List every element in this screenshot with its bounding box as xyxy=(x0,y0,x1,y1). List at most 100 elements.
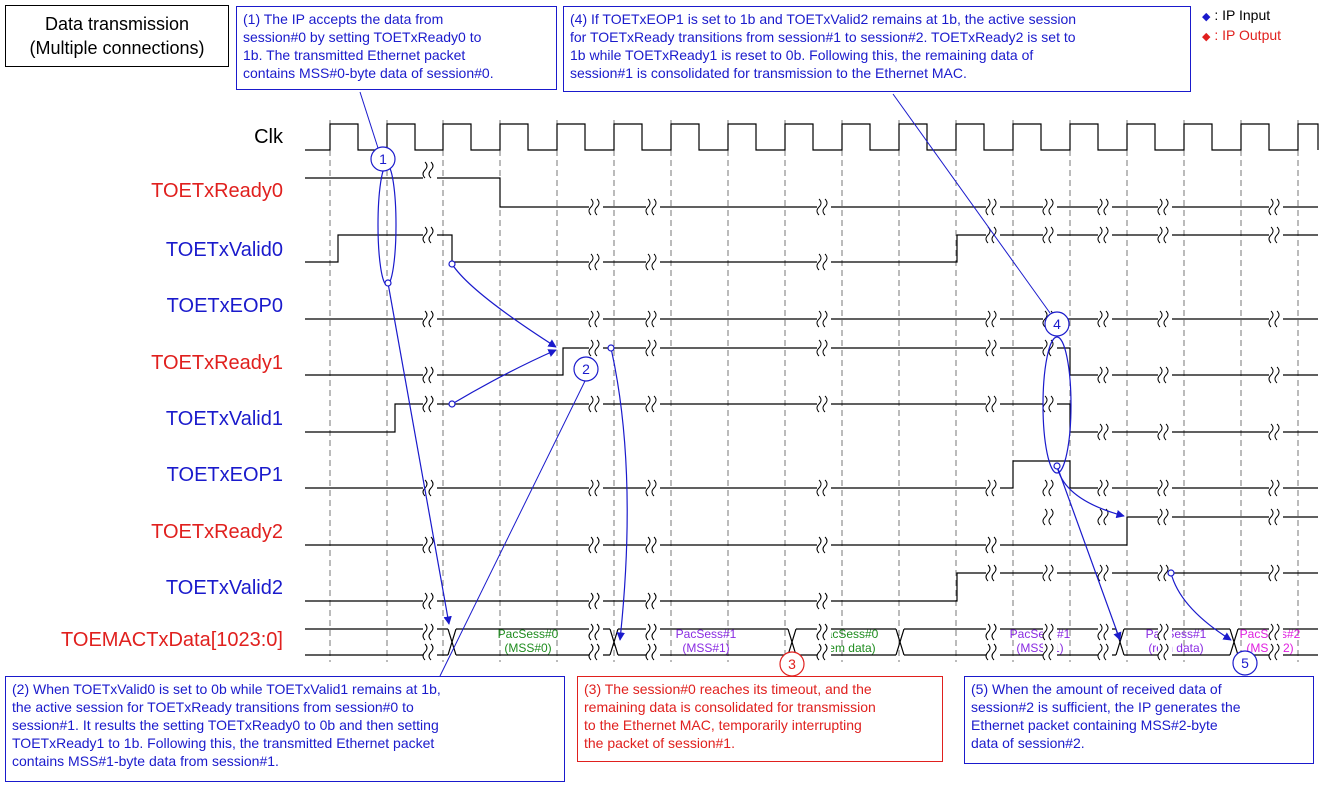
break-mark-a-5-9 xyxy=(1042,643,1048,661)
break-mark-a-1-5 xyxy=(588,479,594,497)
break-mark-a-6-2 xyxy=(1097,310,1103,328)
break-mark-a-2-3 xyxy=(645,339,651,357)
arrow-ready0-to-bus xyxy=(387,282,452,625)
break-mark-b-6-0 xyxy=(1103,198,1109,216)
break-mark-b-8-8 xyxy=(1274,623,1280,641)
pointer-note-2 xyxy=(439,380,586,677)
break-mark-b-8-0 xyxy=(1274,198,1280,216)
bus-segment-label-0-a: PacSess#0 xyxy=(498,627,559,641)
signal-label-toetxvalid1: TOETxValid1 xyxy=(165,408,283,430)
break-mark-a-1-2 xyxy=(588,310,594,328)
break-mark-b-6-3 xyxy=(1103,366,1109,384)
break-mark-b-7-2 xyxy=(1163,310,1169,328)
break-mark-b-2-2 xyxy=(651,310,657,328)
break-mark-a-4-9 xyxy=(985,643,991,661)
note-5-line-1: (5) When the amount of received data of xyxy=(971,681,1222,697)
break-mark-a-3-5 xyxy=(816,479,822,497)
break-mark-a-2-1 xyxy=(645,253,651,271)
bus-segment-label-1-a: PacSess#1 xyxy=(676,627,737,641)
break-mark-a-3-2 xyxy=(816,310,822,328)
break-mark-a-6-6 xyxy=(1097,508,1103,526)
break-mark-b-7-3 xyxy=(1163,366,1169,384)
break-mark-b-2-3 xyxy=(651,339,657,357)
break-mark-b-8-7 xyxy=(1274,564,1280,582)
toetxready0-waveform xyxy=(305,177,1318,208)
toetxvalid2-waveform xyxy=(305,572,1318,602)
break-mark-a-0-1 xyxy=(422,226,428,244)
break-mark-a-8-0 xyxy=(1268,198,1274,216)
marker-number-1: 1 xyxy=(379,151,387,167)
bus-cross-b-3 xyxy=(895,628,905,656)
arrow-origin-dot-2 xyxy=(448,400,456,408)
break-mark-a-7-6 xyxy=(1157,508,1163,526)
cycle-gridlines xyxy=(329,120,1299,662)
break-mark-b-7-0 xyxy=(1163,198,1169,216)
break-mark-b-4-5 xyxy=(991,479,997,497)
break-mark-a-0-8 xyxy=(422,623,428,641)
note-2-line-1: (2) When TOETxValid0 is set to 0b while … xyxy=(12,681,441,697)
arrow-valid2-to-bus xyxy=(1170,572,1232,641)
break-mark-a-8-8 xyxy=(1268,623,1274,641)
bus-segment-label-0-b: (MSS#0) xyxy=(504,641,551,655)
break-mark-b-6-5 xyxy=(1103,479,1109,497)
break-mark-b-5-9 xyxy=(1048,643,1054,661)
break-mark-b-7-6 xyxy=(1163,508,1169,526)
break-mark-b-7-7 xyxy=(1163,564,1169,582)
break-mark-a-7-0 xyxy=(1157,198,1163,216)
break-mark-a-4-7 xyxy=(985,564,991,582)
break-mark-a-7-4 xyxy=(1157,423,1163,441)
break-mark-b-5-4 xyxy=(1048,395,1054,413)
break-mark-b-1-5 xyxy=(594,479,600,497)
break-mark-a-4-8 xyxy=(985,623,991,641)
break-mark-a-8-7 xyxy=(1268,564,1274,582)
marker-circle-2 xyxy=(573,356,599,382)
signal-label-toemactxdata: TOEMACTxData[1023:0] xyxy=(61,629,283,651)
arrow-eop1-to-bus xyxy=(1056,465,1122,641)
break-mark-a-3-7 xyxy=(816,592,822,610)
break-mark-b-3-7 xyxy=(822,592,828,610)
highlight-ellipse-4 xyxy=(1042,336,1072,474)
break-mark-b-0-6 xyxy=(428,536,434,554)
signal-label-toetxready2: TOETxReady2 xyxy=(151,521,283,543)
note-1-line-3: 1b. The transmitted Ethernet packet xyxy=(243,47,466,63)
break-mark-b-4-7 xyxy=(991,564,997,582)
break-mark-b-3-5 xyxy=(822,479,828,497)
break-mark-b-6-7 xyxy=(1103,564,1109,582)
note-5: (5) When the amount of received data of … xyxy=(964,676,1314,764)
break-mark-a-7-3 xyxy=(1157,366,1163,384)
note-3: (3) The session#0 reaches its timeout, a… xyxy=(577,676,943,762)
bus-segment-label-1-b: (MSS#1) xyxy=(682,641,729,655)
break-mark-b-5-7 xyxy=(1048,564,1054,582)
break-mark-a-1-1 xyxy=(588,253,594,271)
bus-cross-b-0 xyxy=(447,628,457,656)
break-mark-a-6-4 xyxy=(1097,423,1103,441)
break-mark-a-6-8 xyxy=(1097,623,1103,641)
note-4-line-1: (4) If TOETxEOP1 is set to 1b and TOETxV… xyxy=(570,11,1077,27)
break-mark-a-2-7 xyxy=(645,592,651,610)
break-mark-b-2-9 xyxy=(651,643,657,661)
break-mark-b-4-2 xyxy=(991,310,997,328)
break-mark-a-1-7 xyxy=(588,592,594,610)
note-5-line-2: session#2 is sufficient, the IP generate… xyxy=(971,699,1241,715)
break-mark-b-3-3 xyxy=(822,339,828,357)
break-mark-a-5-1 xyxy=(1042,226,1048,244)
break-mark-a-2-8 xyxy=(645,623,651,641)
break-mark-b-6-1 xyxy=(1103,226,1109,244)
bus-cross-b-4 xyxy=(1115,628,1125,656)
break-mark-b-2-7 xyxy=(651,592,657,610)
break-mark-a-1-4 xyxy=(588,395,594,413)
break-mark-a-0-9 xyxy=(422,643,428,661)
marker-circle-4 xyxy=(1044,311,1070,337)
signal-label-toetxready1: TOETxReady1 xyxy=(151,352,283,374)
break-mark-a-5-3 xyxy=(1042,339,1048,357)
break-mark-a-0-6 xyxy=(422,536,428,554)
break-mark-a-4-5 xyxy=(985,479,991,497)
break-mark-b-0-8 xyxy=(428,623,434,641)
break-mark-b-1-9 xyxy=(594,643,600,661)
break-mark-a-6-9 xyxy=(1097,643,1103,661)
break-mark-b-0-5 xyxy=(428,479,434,497)
note-4-line-2: for TOETxReady transitions from session#… xyxy=(570,29,1076,45)
break-mark-a-3-4 xyxy=(816,395,822,413)
break-mark-a-8-1 xyxy=(1268,226,1274,244)
break-mark-a-2-5 xyxy=(645,479,651,497)
